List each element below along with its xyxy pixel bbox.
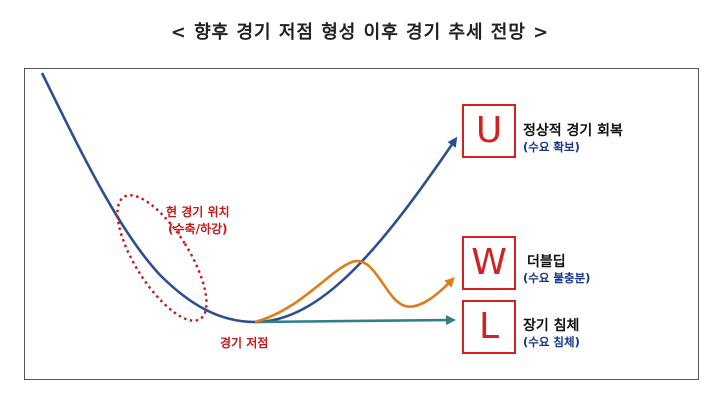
w-scenario-label: 더블딥 [527,254,566,270]
current-position-ellipse [116,194,208,322]
u-scenario-label: 정상적 경기 회복 [523,123,623,139]
l-scenario-label: 장기 침체 [523,318,580,334]
annotation-line1: 현 경기 위치 [166,205,230,219]
w-letter: W [471,242,507,283]
trough-label: 경기 저점 [220,336,269,350]
w-scenario-sub: (수요 불충분) [523,271,591,285]
annotation-line2: (수축/하강) [168,222,228,236]
u-letter: U [475,110,503,151]
l-letter: L [478,306,500,347]
l-scenario-box: L [462,300,516,354]
w-double-dip-curve [254,259,455,324]
recession-curve [40,72,256,324]
page-title: < 향후 경기 저점 형성 이후 경기 추세 전망 > [170,22,550,43]
l-stagnation-line [254,315,456,326]
current-position-label: 현 경기 위치 (수축/하강) [166,204,230,238]
u-scenario-sub: (수요 확보) [523,140,580,154]
diagram-frame [24,68,699,380]
u-recovery-curve [254,136,458,324]
w-scenario-box: W [462,236,516,290]
l-scenario-sub: (수요 침체) [523,335,580,349]
u-scenario-box: U [462,104,516,158]
